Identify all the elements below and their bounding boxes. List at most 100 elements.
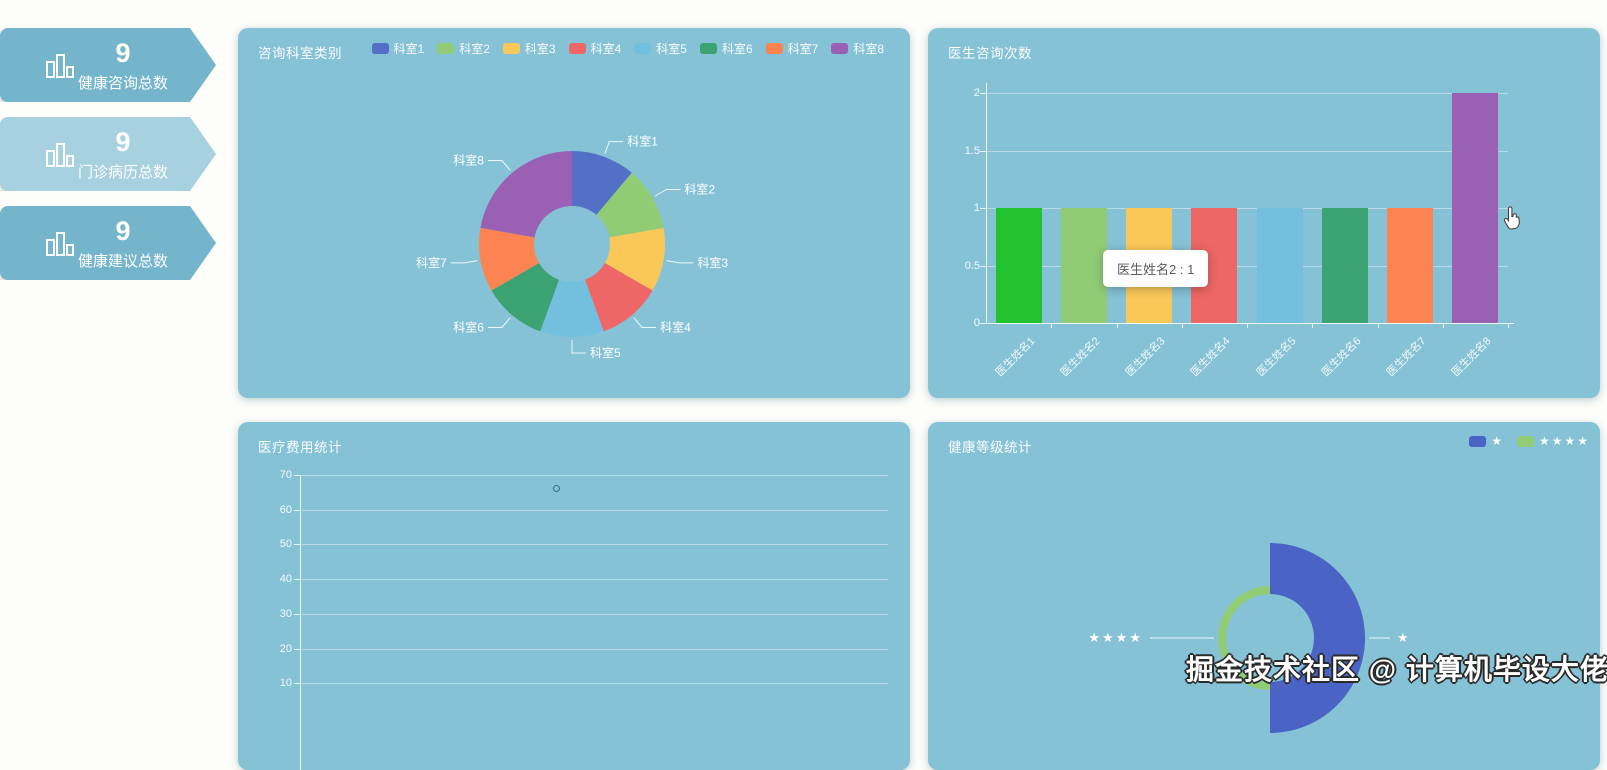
y-axis-tick — [294, 613, 300, 615]
doctor-bar-chart: 0 0.5 1 1.5 2 医生姓名1 医生姓名2 医生姓名3 医生姓名4 医生姓名5 医生姓名6 医… — [928, 28, 1600, 398]
pie-label-line — [654, 189, 681, 197]
pie-label-line — [450, 260, 478, 264]
gridline — [986, 93, 1508, 94]
y-tick-label: 50 — [279, 538, 292, 551]
legend-label: ★★★★ — [1538, 434, 1590, 448]
legend-item-科室2[interactable]: 科室2 — [437, 40, 490, 57]
legend-item-科室3[interactable]: 科室3 — [502, 40, 556, 57]
legend-item-科室1[interactable]: 科室1 — [371, 40, 424, 57]
legend-item-科室6[interactable]: 科室6 — [699, 40, 753, 57]
pie-slice-科室5[interactable] — [540, 279, 604, 337]
x-axis-label-医生姓名8: 医生姓名8 — [1450, 335, 1494, 380]
gridline — [300, 683, 888, 685]
y-axis-tick — [980, 208, 986, 209]
legend-swatch — [765, 43, 783, 54]
x-axis-label-医生姓名5: 医生姓名5 — [1254, 335, 1299, 380]
pie-legend: 科室1 科室2 科室3 科室4 科室5 科室6 科室7 科室8 — [371, 40, 884, 57]
stat-card-outpatient-record-total[interactable]: 9 门诊病历总数 — [0, 117, 216, 191]
panel-title: 医疗费用统计 — [258, 440, 342, 455]
y-axis-line — [300, 475, 301, 770]
y-tick-label: 1.5 — [964, 144, 980, 157]
legend-label: 科室7 — [787, 42, 819, 56]
x-axis-tick — [1051, 323, 1053, 328]
legend-label: 科室4 — [590, 42, 622, 56]
legend-item-★[interactable]: ★ — [1469, 434, 1504, 448]
panel-title: 健康等级统计 — [948, 440, 1032, 455]
legend-swatch — [699, 43, 717, 54]
stat-value: 9 — [115, 126, 131, 157]
stat-value: 9 — [115, 215, 131, 246]
legend-swatch — [437, 43, 455, 54]
y-axis-tick — [294, 509, 300, 511]
bar-医生姓名6[interactable] — [1321, 208, 1368, 323]
bar-医生姓名1[interactable] — [995, 208, 1042, 323]
legend-label: 科室2 — [459, 42, 490, 56]
pie-slice-label: 科室6 — [453, 319, 484, 334]
legend-swatch — [568, 43, 586, 54]
legend-item-科室8[interactable]: 科室8 — [831, 40, 884, 57]
rose-slice-★[interactable] — [1270, 543, 1365, 733]
legend-swatch — [831, 43, 849, 54]
legend-item-科室7[interactable]: 科室7 — [765, 40, 819, 57]
legend-item-科室5[interactable]: 科室5 — [634, 40, 687, 57]
x-axis-line — [986, 323, 1514, 324]
rose-slice-label: ★ — [1397, 630, 1411, 645]
gridline — [986, 150, 1508, 152]
legend-label: 科室3 — [524, 42, 556, 56]
gridline — [986, 265, 1508, 267]
legend-item-★★★★[interactable]: ★★★★ — [1516, 434, 1590, 448]
y-axis-tick — [294, 579, 300, 581]
stat-card-health-advice-total[interactable]: 9 健康建议总数 — [0, 206, 216, 280]
legend-label: 科室8 — [853, 42, 884, 56]
pie-slice-label: 科室8 — [453, 153, 484, 168]
pie-slice-科室6[interactable] — [491, 263, 560, 332]
gridline — [300, 544, 888, 546]
bar-chart-icon — [46, 232, 74, 256]
y-axis-line — [986, 83, 987, 323]
y-tick-label: 10 — [279, 677, 292, 690]
pie-label-line — [487, 317, 511, 328]
bar-医生姓名8[interactable] — [1452, 93, 1499, 323]
watermark-text: 掘金技术社区 @ 计算机毕设大佬 — [1186, 654, 1607, 685]
x-axis-tick — [1442, 323, 1444, 328]
y-axis-tick — [294, 544, 300, 546]
gridline — [300, 579, 888, 581]
department-donut-chart: 科室1 科室2 科室3 科室4 科室5 科室6 科室7 科室8 — [416, 134, 728, 360]
pie-slice-label: 科室4 — [660, 319, 691, 334]
pie-slice-科室7[interactable] — [479, 227, 540, 291]
y-tick-label: 1 — [973, 202, 980, 214]
legend-item-科室4[interactable]: 科室4 — [568, 40, 622, 57]
y-tick-label: 70 — [279, 469, 292, 481]
gridline — [986, 208, 1508, 209]
rose-slice-★★★★[interactable] — [1218, 586, 1270, 690]
pie-slice-科室1[interactable] — [572, 151, 632, 215]
cost-line-chart: 70 60 50 40 30 20 10 — [238, 422, 910, 770]
x-axis-label-医生姓名2: 医生姓名2 — [1058, 335, 1103, 380]
x-axis-label-医生姓名7: 医生姓名7 — [1384, 335, 1429, 380]
pie-slice-label: 科室7 — [416, 255, 447, 270]
y-axis-tick — [980, 150, 986, 152]
x-axis-tick — [1508, 323, 1509, 328]
gridline — [300, 509, 888, 511]
pie-slice-科室2[interactable] — [596, 172, 664, 238]
pie-slice-科室8[interactable] — [480, 151, 572, 238]
x-axis-label-医生姓名6: 医生姓名6 — [1319, 335, 1364, 380]
pie-slice-科室4[interactable] — [584, 263, 653, 332]
x-axis-label-医生姓名4: 医生姓名4 — [1189, 335, 1233, 380]
x-axis-tick — [1116, 323, 1118, 328]
line-data-point[interactable] — [553, 484, 560, 492]
stat-value: 9 — [115, 37, 131, 68]
pie-label-line — [571, 340, 586, 354]
pie-slice-label: 科室3 — [697, 255, 728, 270]
bar-医生姓名2[interactable] — [1060, 208, 1107, 323]
pie-slice-label: 科室5 — [590, 345, 621, 360]
y-tick-label: 60 — [279, 503, 292, 516]
stat-card-health-consult-total[interactable]: 9 健康咨询总数 — [0, 28, 216, 102]
bar-医生姓名7[interactable] — [1387, 208, 1434, 323]
legend-swatch — [1516, 435, 1534, 447]
bar-医生姓名5[interactable] — [1256, 208, 1303, 323]
pie-slice-科室3[interactable] — [604, 227, 665, 291]
pie-label-line — [666, 260, 694, 264]
stat-label: 门诊病历总数 — [77, 163, 168, 181]
panel-health-grade: 健康等级统计 ★ ★★★★ ★ ★★★★ — [928, 422, 1600, 770]
